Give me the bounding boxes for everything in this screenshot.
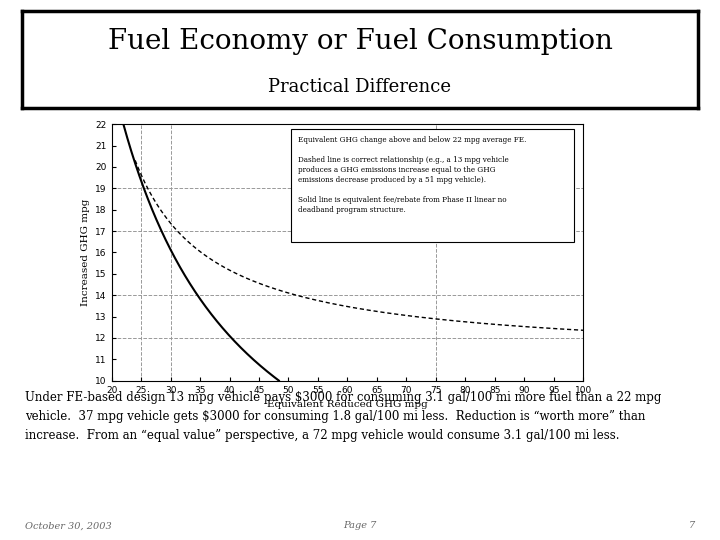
FancyBboxPatch shape xyxy=(291,130,574,242)
Text: Equivalent GHG change above and below 22 mpg average FE.

Dashed line is correct: Equivalent GHG change above and below 22… xyxy=(298,136,526,214)
Text: Page 7: Page 7 xyxy=(343,521,377,530)
Text: Practical Difference: Practical Difference xyxy=(269,78,451,96)
Y-axis label: Increased GHG mpg: Increased GHG mpg xyxy=(81,199,90,306)
Text: 7: 7 xyxy=(688,521,695,530)
Text: Fuel Economy or Fuel Consumption: Fuel Economy or Fuel Consumption xyxy=(107,29,613,56)
Text: October 30, 2003: October 30, 2003 xyxy=(25,521,112,530)
X-axis label: Equivalent Reduced GHG mpg: Equivalent Reduced GHG mpg xyxy=(267,400,428,409)
Text: Under FE-based design 13 mpg vehicle pays $3000 for consuming 3.1 gal/100 mi mor: Under FE-based design 13 mpg vehicle pay… xyxy=(25,392,662,442)
